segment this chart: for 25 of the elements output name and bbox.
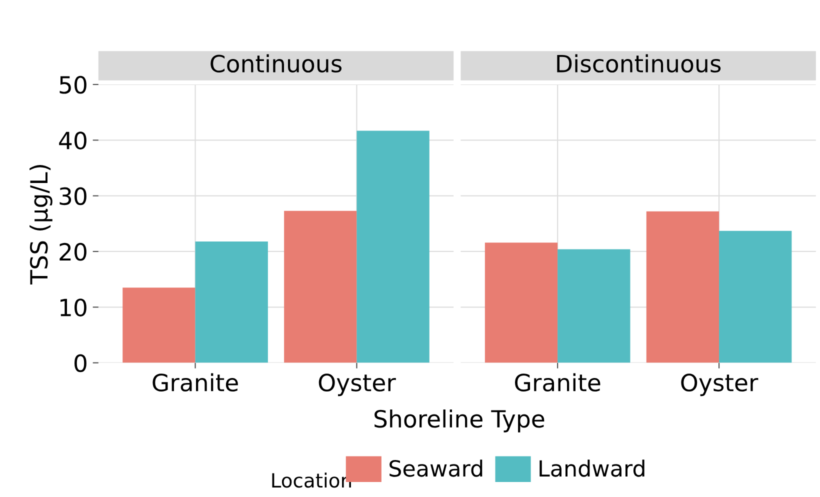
chart-title: Discontinuous xyxy=(557,54,721,73)
legend-title: Location xyxy=(272,472,351,488)
x-tick-label: Oyster xyxy=(318,374,396,396)
x-tick-label: Oyster xyxy=(681,374,758,396)
y-tick-label: 0 xyxy=(74,354,86,372)
bar xyxy=(646,211,720,363)
y-tick-label: 30 xyxy=(60,187,86,206)
bar xyxy=(195,241,268,363)
y-tick-label: 50 xyxy=(60,76,86,94)
legend-label: Seaward xyxy=(390,460,482,477)
bar xyxy=(484,242,558,363)
y-tick-label: 10 xyxy=(60,298,86,316)
y-tick-label: 20 xyxy=(60,242,86,261)
bar xyxy=(558,249,630,363)
x-axis-title: Shoreline Type xyxy=(374,409,544,432)
bar xyxy=(122,288,196,363)
bar xyxy=(284,210,357,363)
y-axis-title: TSS (µg/L) xyxy=(30,164,52,284)
bar xyxy=(356,130,430,363)
legend-label: Landward xyxy=(540,460,644,477)
bar xyxy=(719,230,792,363)
chart-title: Continuous xyxy=(210,54,342,73)
y-tick-label: 40 xyxy=(59,132,86,150)
x-tick-label: Granite xyxy=(515,373,600,392)
x-tick-label: Granite xyxy=(152,373,238,392)
